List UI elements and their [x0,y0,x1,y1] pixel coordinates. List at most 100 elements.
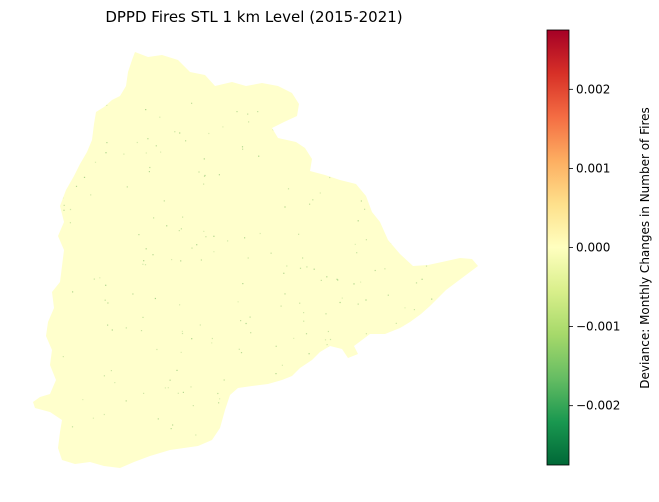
fire-speck [337,279,339,281]
fire-speck [160,151,162,153]
colorbar-ticks: 0.002 0.001 0.000 −0.001 −0.002 [569,82,620,413]
fire-speck [190,386,192,388]
fire-speck [356,252,358,254]
fire-speck [436,366,438,368]
fire-speck [71,426,74,428]
fire-speck [339,301,341,304]
fire-speck [287,188,290,190]
fire-speck [374,351,376,353]
fire-speck [344,121,346,123]
fire-speck [361,345,363,347]
fire-speck [415,282,418,284]
fire-speck [82,399,84,401]
fire-speck [396,191,398,193]
fire-speck [107,302,109,304]
fire-speck [357,220,359,222]
fire-speck [242,436,244,438]
fire-speck [387,294,389,296]
fire-speck [62,186,64,188]
fire-speck [305,333,308,335]
fire-speck [379,193,381,195]
fire-speck [86,146,88,148]
fire-speck [283,272,285,274]
fire-speck [416,373,418,375]
colorbar-tick-label: 0.002 [576,82,610,96]
fire-speck [283,131,286,133]
fire-speck [179,304,181,306]
fire-speck [408,186,410,188]
fire-speck [284,206,286,208]
fire-speck [401,127,404,129]
fire-speck [354,243,356,245]
fire-speck [395,322,397,324]
fire-speck [159,116,161,118]
fire-speck [325,415,327,417]
fire-speck [243,411,246,413]
fire-speck [322,404,324,406]
fire-speck [142,316,144,318]
fire-speck [319,358,321,360]
fire-speck [143,392,145,394]
fire-speck [63,209,65,211]
fire-speck [63,204,65,206]
fire-speck [336,146,338,148]
fire-speck [395,156,397,158]
fire-speck [364,208,366,210]
fire-speck [365,299,367,301]
fire-speck [195,434,197,436]
fire-speck [185,140,187,142]
fire-speck [341,297,343,299]
fire-speck [218,174,220,176]
fire-speck [363,377,366,379]
fire-speck [106,142,108,144]
fire-speck [360,281,362,283]
fire-speck [416,360,418,362]
fire-speck [313,268,315,270]
fire-speck [319,192,321,194]
fire-speck [299,302,301,304]
colorbar-tick-label: 0.001 [576,161,610,175]
fire-speck [309,203,311,205]
fire-speck [353,283,355,285]
fire-speck [166,225,168,227]
fire-speck [90,194,92,196]
fire-speck [280,305,282,307]
fire-speck [103,375,105,377]
fire-speck [114,382,116,384]
fire-speck [303,320,305,322]
fire-speck [203,158,205,160]
fire-speck [257,111,259,113]
fire-speck [302,257,304,259]
fire-speck [429,329,431,331]
fire-speck [176,369,178,371]
fire-speck [308,353,310,355]
fire-speck [237,301,239,303]
fire-speck [403,326,405,328]
fire-speck [208,132,210,135]
fire-speck [258,155,260,157]
fire-speck [411,104,413,106]
colorbar-tick-label: −0.001 [576,320,620,334]
fire-speck [242,148,244,150]
colorbar-strip [546,29,570,466]
colorbar-tick-label: 0.000 [576,241,610,255]
fire-speck [236,111,238,113]
fire-speck [418,246,420,248]
fire-speck [172,424,174,426]
fire-speck [312,199,314,201]
fire-speck [105,152,107,154]
fire-speck [217,392,219,395]
fire-speck [180,260,182,262]
fire-speck [180,228,182,230]
fire-speck [219,398,221,400]
fire-speck [343,108,345,110]
fire-speck [314,404,316,406]
fire-speck [421,278,423,280]
fire-speck [92,126,94,128]
fire-speck [125,327,127,329]
fire-speck [203,230,205,232]
fire-speck [299,267,302,269]
fire-speck [272,129,274,131]
fire-speck [149,166,151,169]
fire-speck [138,234,140,236]
